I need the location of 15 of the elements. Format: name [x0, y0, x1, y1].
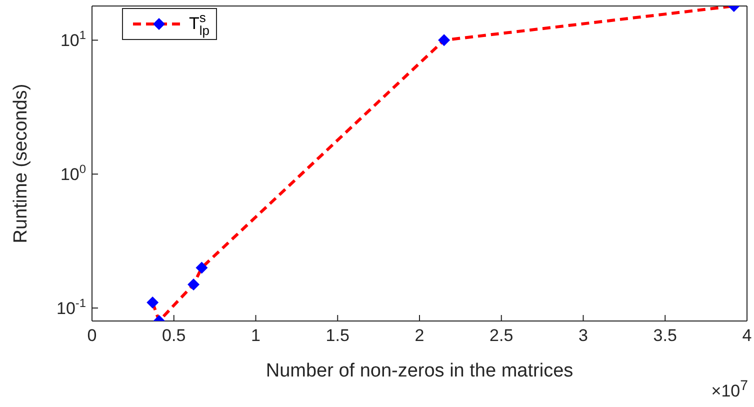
x-tick-label: 3.5 — [653, 326, 677, 346]
x-tick-label: 3 — [578, 326, 588, 346]
y-axis-title: Runtime (seconds) — [10, 84, 32, 244]
x-tick-label: 1 — [251, 326, 260, 346]
y-tick-label: 10$^{-1}$ — [56, 296, 86, 318]
x-axis-title: Number of non-zeros in the matrices — [266, 360, 574, 382]
text: ×10$^{7}$ — [711, 378, 748, 402]
x-tick-label: 0 — [87, 326, 97, 346]
y-tick-label: 10$^{1}$ — [60, 28, 86, 50]
x-tick-label: 2 — [414, 326, 424, 346]
x-tick-label: 4 — [742, 326, 752, 346]
x-tick-label: 2.5 — [490, 326, 514, 346]
y-tick-label: 10$^{0}$ — [60, 162, 86, 184]
x-tick-label: 0.5 — [162, 326, 186, 346]
x-tick-label: 1.5 — [326, 326, 350, 346]
